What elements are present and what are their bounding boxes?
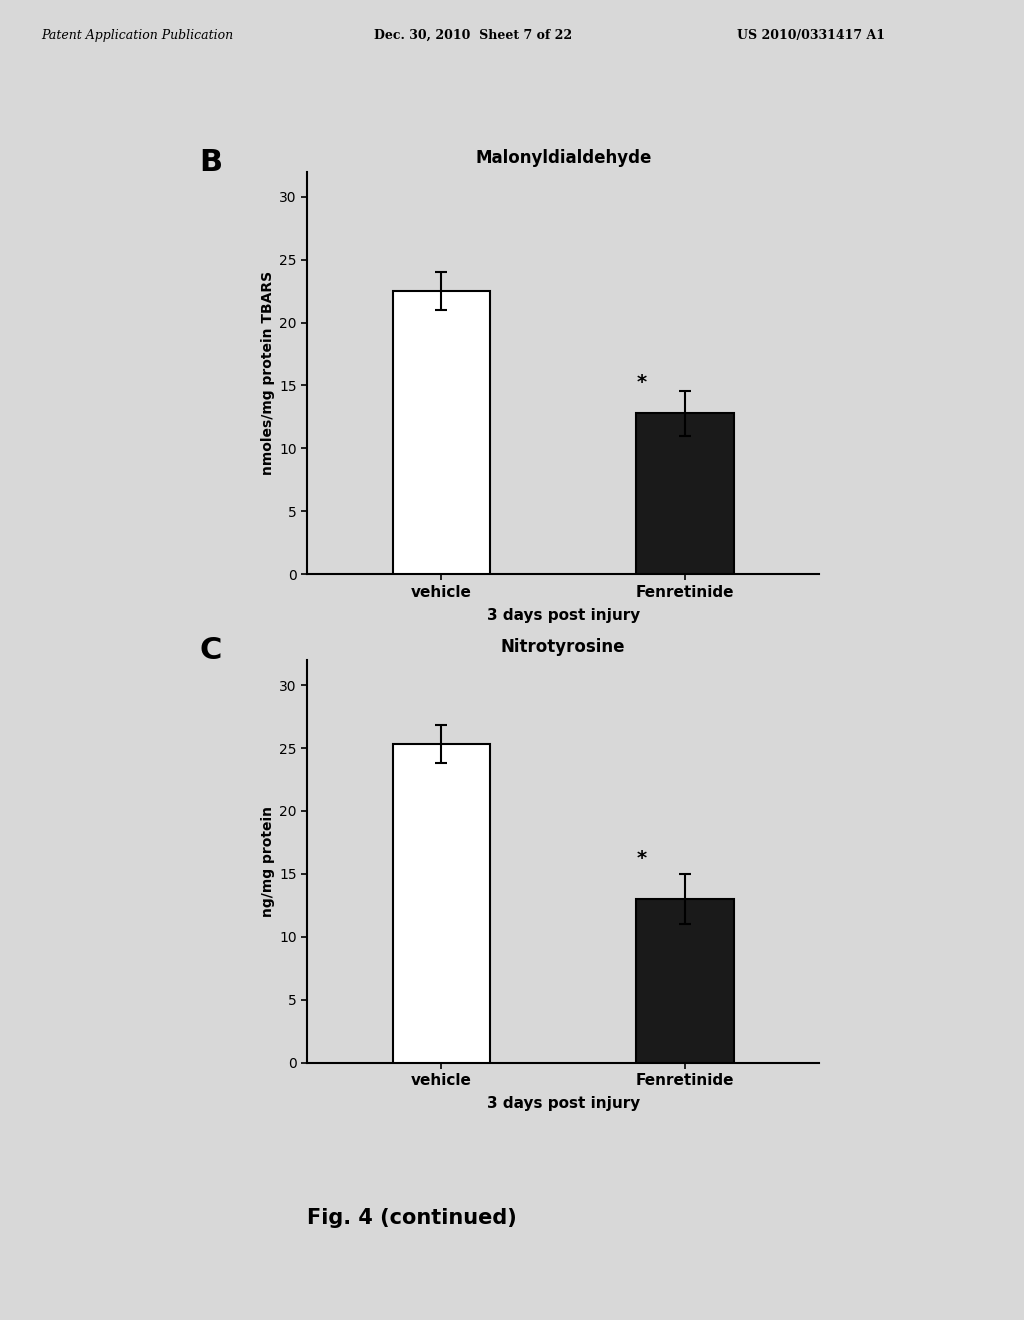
- Bar: [392, 292, 490, 574]
- Bar: [636, 899, 734, 1063]
- Text: *: *: [636, 372, 646, 392]
- Text: *: *: [636, 849, 646, 867]
- Y-axis label: ng/mg protein: ng/mg protein: [261, 805, 275, 917]
- Y-axis label: nmoles/mg protein TBARS: nmoles/mg protein TBARS: [261, 271, 275, 475]
- Text: US 2010/0331417 A1: US 2010/0331417 A1: [737, 29, 886, 42]
- Text: C: C: [200, 636, 222, 665]
- Text: Patent Application Publication: Patent Application Publication: [41, 29, 233, 42]
- Title: Nitrotyrosine: Nitrotyrosine: [501, 638, 626, 656]
- Text: B: B: [200, 148, 223, 177]
- Text: Fig. 4 (continued): Fig. 4 (continued): [307, 1208, 517, 1228]
- Text: Dec. 30, 2010  Sheet 7 of 22: Dec. 30, 2010 Sheet 7 of 22: [374, 29, 571, 42]
- Bar: [636, 413, 734, 574]
- Title: Malonyldialdehyde: Malonyldialdehyde: [475, 149, 651, 168]
- X-axis label: 3 days post injury: 3 days post injury: [486, 609, 640, 623]
- X-axis label: 3 days post injury: 3 days post injury: [486, 1097, 640, 1111]
- Bar: [392, 744, 490, 1063]
